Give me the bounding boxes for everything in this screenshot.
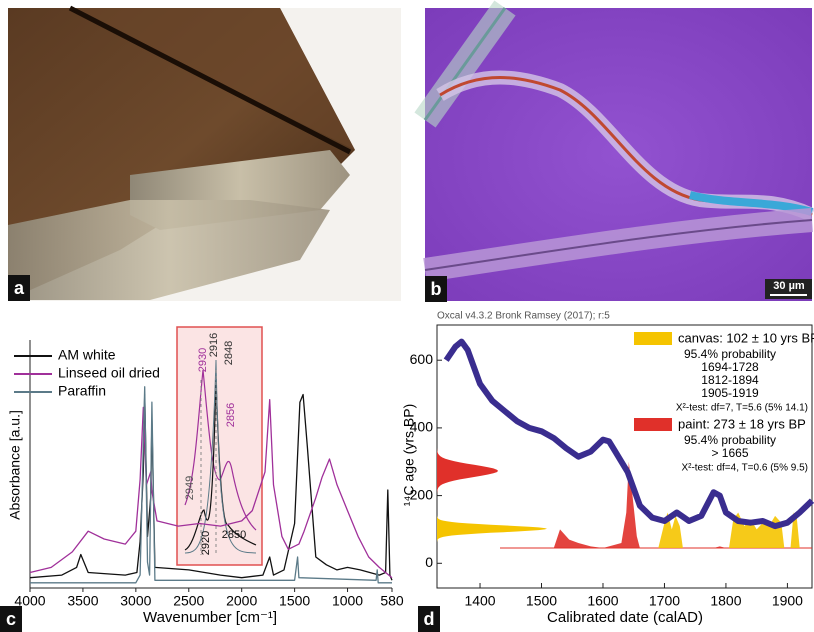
y-tick-label: 400 bbox=[410, 419, 434, 435]
photo-b: b 30 µm bbox=[425, 8, 812, 302]
x-tick-label: 2500 bbox=[173, 593, 204, 609]
x-tick-label: 1800 bbox=[710, 593, 741, 609]
legend-label: paint: 273 ± 18 yrs BP bbox=[678, 416, 806, 431]
legend-swatch bbox=[634, 418, 672, 431]
probability-label: 95.4% probability bbox=[684, 433, 776, 447]
range-label: 1905-1919 bbox=[701, 386, 759, 400]
x-tick-label: 1600 bbox=[587, 593, 618, 609]
spectrum-chart: c Wavenumber [cm⁻¹] Absorbance [a.u.] 40… bbox=[0, 327, 404, 632]
range-label: 1694-1728 bbox=[701, 360, 759, 374]
range-label: > 1665 bbox=[711, 446, 748, 460]
panel-label: d bbox=[424, 609, 435, 629]
peak-label: 2920 bbox=[200, 531, 212, 555]
x-tick-label: 2000 bbox=[226, 593, 257, 609]
range-label: 1812-1894 bbox=[701, 373, 759, 387]
measured-distribution bbox=[437, 515, 547, 542]
measured-distribution bbox=[437, 447, 498, 496]
y-tick-label: 600 bbox=[410, 351, 434, 367]
y-tick-label: 200 bbox=[410, 486, 434, 502]
y-tick-label: 0 bbox=[425, 554, 433, 570]
figure: a b 30 µm c Wavenumber [cm⁻¹] Absorbance… bbox=[0, 0, 814, 632]
x-tick-label: 1400 bbox=[464, 593, 495, 609]
x-tick-label: 4000 bbox=[14, 593, 45, 609]
x-tick-label: 1500 bbox=[279, 593, 310, 609]
peak-label: 2916 bbox=[208, 333, 220, 357]
legend-swatch bbox=[634, 332, 672, 345]
y-axis-label: Absorbance [a.u.] bbox=[7, 410, 23, 520]
x-tick-label: 1900 bbox=[772, 593, 803, 609]
panel-label: a bbox=[14, 278, 25, 298]
peak-label: 2848 bbox=[223, 341, 235, 365]
scale-bar-label: 30 µm bbox=[773, 280, 805, 292]
legend-label: AM white bbox=[58, 347, 116, 363]
x-axis-label: Wavenumber [cm⁻¹] bbox=[143, 609, 277, 626]
page: a b 30 µm c Wavenumber [cm⁻¹] Absorbance… bbox=[0, 0, 814, 632]
legend-label: Linseed oil dried bbox=[58, 365, 160, 381]
x-tick-label: 580 bbox=[380, 593, 404, 609]
x-tick-label: 1000 bbox=[332, 593, 363, 609]
test-label: X²-test: df=4, T=0.6 (5% 9.5) bbox=[681, 463, 808, 474]
peak-label: 2850 bbox=[222, 529, 246, 541]
x-tick-label: 3000 bbox=[120, 593, 151, 609]
legend-label: Paraffin bbox=[58, 383, 106, 399]
photo-a: a bbox=[8, 8, 401, 301]
x-tick-label: 1500 bbox=[526, 593, 557, 609]
panel-label: b bbox=[431, 279, 442, 299]
x-tick-label: 3500 bbox=[67, 593, 98, 609]
calibration-chart: Oxcal v4.3.2 Bronk Ramsey (2017); r:5 Ca… bbox=[401, 311, 814, 632]
probability-label: 95.4% probability bbox=[684, 347, 776, 361]
legend-label: canvas: 102 ± 10 yrs BP bbox=[678, 330, 814, 345]
chart-title: Oxcal v4.3.2 Bronk Ramsey (2017); r:5 bbox=[437, 311, 610, 322]
panel-label: c bbox=[6, 609, 16, 629]
test-label: X²-test: df=7, T=5.6 (5% 14.1) bbox=[676, 403, 808, 414]
peak-label: 2856 bbox=[225, 403, 237, 427]
x-axis-label: Calibrated date (calAD) bbox=[547, 609, 703, 626]
peak-label: 2949 bbox=[184, 476, 196, 500]
x-tick-label: 1700 bbox=[649, 593, 680, 609]
